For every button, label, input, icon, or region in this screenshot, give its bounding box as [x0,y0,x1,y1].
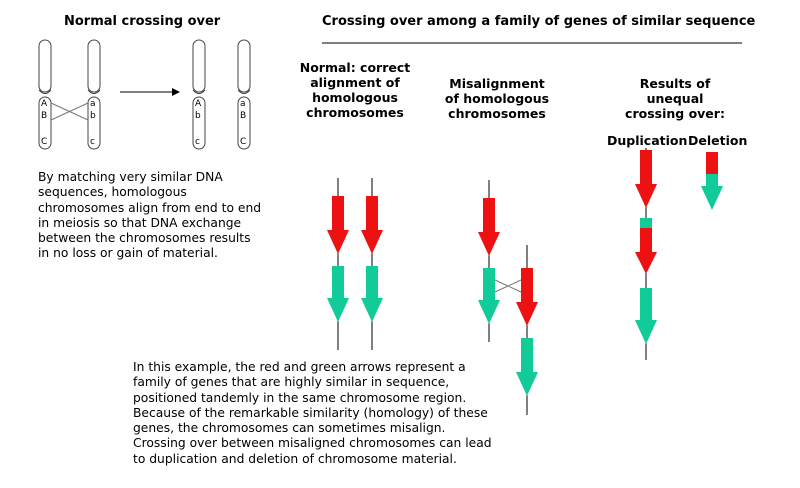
red-gene-arrow [327,196,349,254]
chromosome-right-1 [192,39,206,150]
gene-label: b [195,111,201,121]
gene-label: C [41,137,47,147]
green-gene-arrow [327,266,349,322]
gene-label: C [240,137,246,147]
misalignment-header: Misalignment of homologous chromosomes [444,76,550,121]
red-gene-arrow [516,268,538,326]
chromosome-right-1-labels: A b c [195,99,202,147]
result-arrow [120,88,180,96]
red-gene-fragment [706,152,718,174]
misalignment-crossover-x [494,279,522,293]
green-gene-arrow [361,266,383,322]
gene-label: a [240,99,246,109]
green-gene-arrow [635,288,657,344]
chromosome-right-2-labels: a B C [240,99,246,147]
gene-label: B [240,111,246,121]
gene-label: B [41,111,47,121]
deletion-chromosome [701,152,723,210]
chromosome-left-1 [38,39,52,150]
gene-family-description: In this example, the red and green arrow… [133,360,492,466]
family-crossing-over-title: Crossing over among a family of genes of… [322,14,756,29]
chromosome-left-2 [87,39,101,150]
misaligned-chromosome-2 [516,245,538,415]
normal-crossing-over-title: Normal crossing over [64,14,221,29]
misaligned-chromosome-1 [478,180,500,342]
normal-chromosome-1 [327,178,349,350]
gene-label: c [90,137,95,147]
results-header: Results of unequal crossing over: [625,76,725,121]
gene-label: b [90,111,96,121]
duplication-label: Duplication [607,133,688,148]
chromosome-left-1-labels: A B C [41,99,48,147]
duplication-chromosome [635,148,657,360]
chromosome-left-2-labels: a b c [90,99,96,147]
red-gene-arrow [361,196,383,254]
gene-label: A [195,99,202,109]
red-gene-arrow [635,228,657,274]
crossover-x [50,102,89,121]
green-gene-arrow [701,174,723,210]
normal-crossing-description: By matching very similar DNA sequences, … [38,170,262,261]
gene-label: A [41,99,48,109]
normal-chromosome-2 [361,178,383,350]
red-gene-arrow [478,198,500,256]
gene-label: c [195,137,200,147]
green-gene-arrow [478,268,500,324]
normal-alignment-header: Normal: correct alignment of homologous … [299,60,411,120]
chromosome-right-2 [237,39,251,150]
green-gene-arrow [516,338,538,396]
green-gene-fragment [640,218,652,228]
deletion-label: Deletion [688,133,748,148]
red-gene-arrow [635,150,657,208]
gene-label: a [90,99,96,109]
